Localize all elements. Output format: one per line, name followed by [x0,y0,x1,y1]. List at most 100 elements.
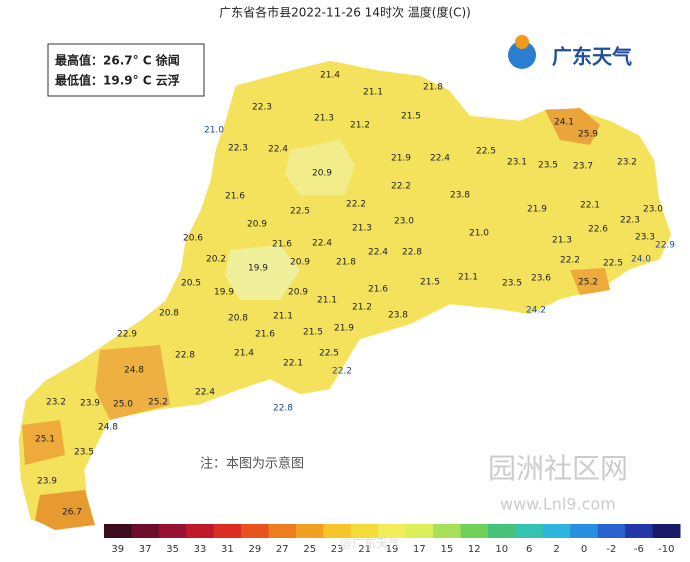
temp-label: 22.3 [252,103,272,113]
temp-label: 22.8 [175,351,195,361]
legend-swatch [350,524,379,538]
temp-label: 21.8 [423,83,443,93]
legend-tick: 21 [358,544,371,555]
temp-label: 21.6 [368,285,388,295]
temp-label: 23.5 [502,279,522,289]
temp-label: 25.1 [35,435,55,445]
temp-label: 21.4 [234,349,254,359]
logo-text: 广东天气 [552,45,632,69]
temp-label: 20.5 [181,279,201,289]
temp-label: 22.1 [580,201,600,211]
legend-tick: 0 [581,544,587,555]
legend-swatch [241,524,270,538]
temp-label: 22.5 [319,349,339,359]
stat-max: 最高值：26.7° C 徐闻 [55,53,180,68]
legend-tick: -6 [634,544,644,555]
legend-tick: 15 [440,544,453,555]
temp-label: 21.1 [273,312,293,322]
temp-label: 22.4 [312,239,332,249]
temp-label: 21.0 [469,229,489,239]
temp-label: 19.9 [248,264,268,274]
temp-label: 26.7 [62,508,82,518]
title: 广东省各市县2022-11-26 14时次 温度(度(C)) [219,5,471,20]
temp-label: 22.8 [402,248,422,258]
temp-label: 20.9 [312,169,332,179]
temp-label: 21.9 [391,154,411,164]
temp-label: 22.4 [268,145,288,155]
temp-label: 23.6 [531,274,551,284]
temp-label: 22.4 [195,388,215,398]
temp-label: 22.3 [620,216,640,226]
temp-label: 22.8 [273,404,293,414]
temp-label: 23.3 [635,233,655,243]
temp-label: 24.2 [526,306,546,316]
legend-swatch [652,524,681,538]
note: 注：本图为示意图 [200,456,304,472]
temp-label: 25.9 [578,130,598,140]
temp-label: 22.1 [283,359,303,369]
labels: 21.4 21.1 21.8 22.3 21.3 21.2 21.5 24.1 25.9 21.0… [35,71,675,518]
temp-label: 21.4 [320,71,340,81]
legend-tick: 31 [221,544,234,555]
region-cool [285,140,355,195]
temp-label: 24.8 [98,423,118,433]
temp-label: 23.8 [450,191,470,201]
stats-box [47,43,205,97]
legend-swatch [542,524,571,538]
temp-label: 21.2 [350,121,370,131]
legend-swatch [296,524,324,538]
legend-tick: 23 [331,544,344,555]
temp-label: 21.6 [255,330,275,340]
temp-label: 22.2 [332,367,352,377]
legend-swatch [213,524,242,538]
temp-label: 24.1 [554,118,574,128]
temp-label: 21.2 [352,303,372,313]
temp-label: 21.0 [204,126,224,136]
legend-swatch [597,524,626,538]
temp-label: 21.5 [303,328,323,338]
legend-swatch [268,524,297,538]
watermark: @广东天气 [340,536,400,551]
legend-tick: -10 [658,544,674,555]
legend-swatch [488,524,516,538]
temp-label: 20.9 [247,220,267,230]
temp-label: 20.9 [290,258,310,268]
temp-label: 22.2 [346,200,366,210]
temp-label: 21.1 [363,88,383,98]
temp-label: 21.1 [458,273,478,283]
logo-icon [508,41,536,69]
temp-label: 22.4 [430,154,450,164]
legend-tick: 10 [495,544,508,555]
watermark: 园洲社区网 [488,452,628,485]
temp-label: 20.8 [159,309,179,319]
region-warm [22,420,65,465]
temp-label: 22.5 [603,259,623,269]
temp-label: 23.9 [37,477,57,487]
temp-label: 23.5 [74,448,94,458]
region-cool [225,245,300,300]
temp-label: 23.7 [573,162,593,172]
temp-label: 22.6 [588,225,608,235]
temp-label: 21.3 [314,114,334,124]
legend-swatch [625,524,654,538]
legend-tick: 37 [139,544,152,555]
temp-label: 21.3 [352,224,372,234]
temp-label: 23.8 [388,311,408,321]
legend-swatch [570,524,599,538]
legend-swatch [433,524,462,538]
temp-label: 20.9 [288,288,308,298]
temp-label: 19.9 [214,288,234,298]
temp-label: 22.5 [290,207,310,217]
temp-label: 23.0 [643,205,663,215]
region-warm [570,268,610,295]
legend-tick: 12 [468,544,481,555]
region-warm [95,345,170,420]
temp-label: 21.5 [401,112,421,122]
legend-tick: 33 [194,544,207,555]
temp-label: 22.2 [391,182,411,192]
temp-label: 24.0 [631,255,651,265]
legend-tick: 27 [276,544,289,555]
temp-label: 23.9 [80,399,100,409]
temp-label: 25.2 [578,278,598,288]
